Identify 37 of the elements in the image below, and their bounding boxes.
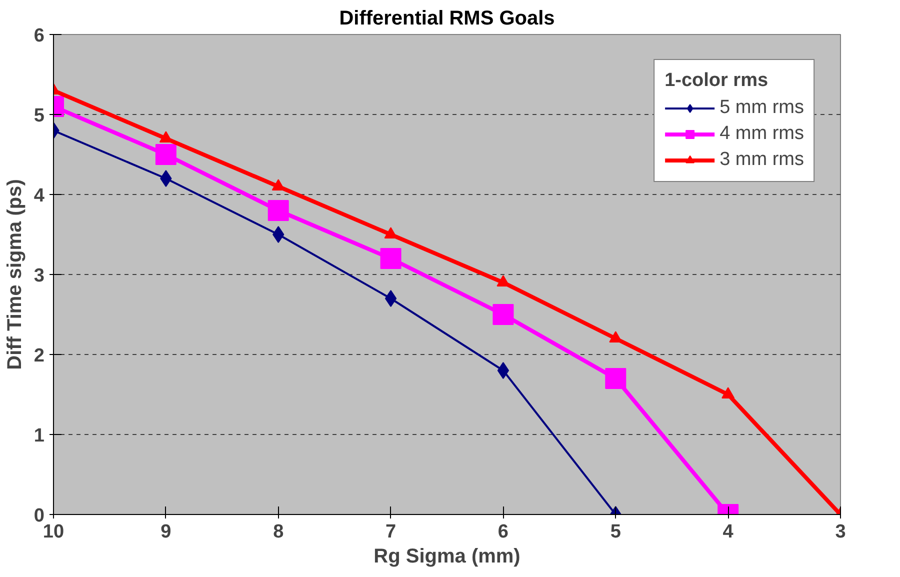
- point: [384, 227, 398, 238]
- y-tick-label: 5: [34, 106, 45, 126]
- x-tick-label: 10: [42, 522, 64, 542]
- y-tick-label: 1: [34, 426, 45, 446]
- legend-label: 3 mm rms: [720, 149, 804, 171]
- y-tick-label: 0: [34, 506, 45, 526]
- y-tick-label: 2: [34, 346, 45, 366]
- chart-title: Differential RMS Goals: [339, 8, 555, 30]
- x-axis-title: Rg Sigma (mm): [374, 546, 520, 568]
- x-tick-label: 8: [273, 522, 284, 542]
- point: [380, 248, 402, 269]
- legend-label: 4 mm rms: [720, 123, 804, 145]
- point: [384, 290, 397, 307]
- point: [722, 387, 735, 398]
- y-tick-label: 3: [34, 266, 45, 286]
- point: [159, 131, 172, 142]
- point: [155, 144, 176, 165]
- y-axis-title: Diff Time sigma (ps): [4, 179, 26, 370]
- legend-title: 1-color rms: [664, 70, 770, 92]
- point: [605, 368, 626, 389]
- x-tick-label: 4: [722, 522, 734, 542]
- point: [272, 179, 285, 190]
- point: [272, 226, 284, 243]
- y-tick-label: 4: [34, 186, 45, 206]
- x-tick-label: 5: [610, 522, 622, 542]
- y-tick-label: 6: [34, 26, 45, 46]
- point: [497, 362, 510, 379]
- point: [609, 331, 622, 342]
- x-tick-label: 3: [835, 522, 846, 542]
- legend-label: 5 mm rms: [720, 97, 804, 119]
- x-tick-label: 7: [386, 522, 396, 542]
- point: [496, 275, 510, 286]
- x-tick-label: 6: [498, 522, 509, 542]
- point: [492, 304, 514, 325]
- point: [268, 200, 289, 221]
- x-tick-label: 9: [160, 522, 172, 542]
- point: [160, 170, 172, 187]
